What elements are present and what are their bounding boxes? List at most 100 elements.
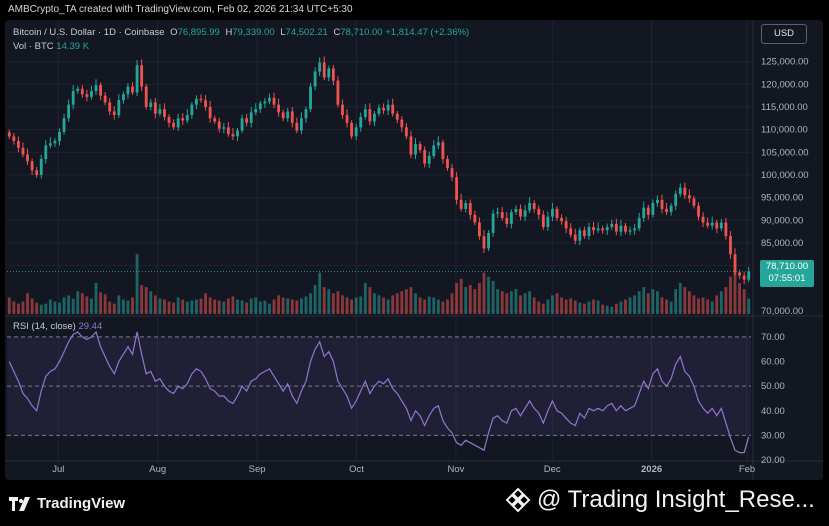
volume-bar — [163, 299, 166, 314]
volume-bar — [391, 295, 395, 314]
candle-body — [473, 214, 477, 223]
volume-bar — [660, 297, 664, 314]
candle-body — [601, 228, 605, 231]
candle-body — [140, 65, 144, 87]
candle-body — [605, 227, 609, 231]
volume-bar — [213, 299, 217, 314]
candle-body — [268, 97, 271, 102]
candle-body — [318, 62, 322, 72]
candle-body — [738, 272, 742, 276]
symbol-name: Bitcoin / U.S. Dollar · 1D · Coinbase — [13, 27, 165, 38]
volume-bar — [624, 299, 627, 314]
candle-body — [76, 88, 80, 92]
volume-bar — [601, 304, 605, 314]
candle-body — [706, 222, 710, 226]
volume-bar — [541, 303, 545, 314]
volume-bar — [651, 289, 655, 314]
volume-bar — [108, 301, 112, 314]
volume-bar — [614, 303, 618, 314]
volume-bar — [478, 282, 481, 314]
candle-body — [103, 95, 107, 103]
candle-body — [669, 205, 673, 213]
time-tick-label: Nov — [448, 464, 465, 475]
close-value: 78,710.00 — [340, 27, 383, 38]
candle-body — [546, 216, 550, 228]
time-tick-label: Aug — [149, 464, 166, 475]
candle-body — [112, 111, 116, 116]
tradingview-logo[interactable]: TradingView — [9, 495, 125, 512]
candle-body — [99, 85, 102, 96]
volume-bar — [158, 298, 162, 314]
currency-button[interactable]: USD — [761, 24, 807, 44]
volume-bar — [386, 299, 390, 314]
candle-body — [596, 228, 600, 231]
volume-bar — [642, 287, 646, 314]
volume-bar — [665, 299, 668, 314]
volume-bar — [719, 291, 723, 314]
candle-body — [222, 127, 226, 129]
volume-bar — [222, 301, 226, 314]
volume-bar — [738, 282, 742, 314]
candle-body — [167, 116, 171, 123]
rsi-line — [8, 330, 750, 454]
candle-body — [528, 203, 532, 211]
volume-bar — [473, 289, 477, 314]
candle-body — [90, 91, 93, 97]
candle-body — [729, 236, 732, 255]
volume-bar — [373, 293, 376, 314]
volume-bar — [336, 291, 340, 314]
volume-bar — [268, 303, 271, 314]
candle-body — [163, 109, 166, 117]
high-value: 79,339.00 — [232, 27, 275, 38]
volume-bar — [742, 289, 746, 314]
price-tick-label: 105,000.00 — [761, 147, 809, 158]
candle-body — [26, 154, 29, 162]
candle-body — [651, 203, 655, 215]
bar-countdown: 07:55:01 — [768, 273, 806, 284]
price-tick-label: 90,000.00 — [761, 215, 803, 226]
volume-bar — [350, 299, 354, 314]
candle-body — [208, 106, 212, 119]
volume-bar — [610, 306, 614, 314]
volume-bar — [656, 291, 659, 314]
volume-bar — [687, 291, 691, 314]
candle-body — [213, 118, 217, 122]
volume-bar — [710, 301, 714, 314]
volume-bar — [646, 293, 650, 314]
candle-body — [569, 228, 573, 235]
candle-body — [491, 213, 495, 233]
volume-bar — [217, 300, 221, 314]
candle-body — [482, 236, 486, 249]
volume-bar — [592, 299, 595, 314]
candle-body — [258, 103, 262, 110]
volume-bar — [637, 291, 641, 314]
candle-body — [21, 147, 25, 155]
rsi-tick-label: 20.00 — [761, 455, 785, 466]
volume-bar — [7, 297, 11, 314]
time-tick-label: Sep — [249, 464, 266, 475]
price-chart[interactable]: 125,000.00 120,000.00 115,000.00 110,000.00… — [5, 20, 823, 480]
candle-body — [304, 109, 308, 119]
time-tick-label: Oct — [349, 464, 364, 475]
volume-bar — [30, 298, 34, 314]
candle-body — [560, 218, 563, 222]
volume-bar — [135, 254, 139, 314]
price-tick-label: 110,000.00 — [761, 125, 808, 136]
tradingview-brand: TradingView — [37, 495, 126, 512]
candle-body — [409, 136, 413, 155]
candle-body — [217, 121, 221, 129]
candle-body — [432, 145, 436, 156]
volume-bar — [176, 297, 180, 314]
candle-body — [345, 115, 349, 123]
candle-body — [633, 228, 637, 231]
time-tick-label: Jul — [52, 464, 64, 475]
candle-body — [295, 122, 299, 131]
candle-body — [455, 177, 459, 200]
candle-body — [313, 71, 317, 87]
chart-panel[interactable]: 125,000.00 120,000.00 115,000.00 110,000.00… — [5, 20, 823, 480]
volume-bar — [281, 297, 285, 314]
volume-bar — [404, 289, 408, 314]
volume-bar — [263, 300, 267, 314]
volume-bar — [619, 301, 623, 314]
volume-bar — [199, 298, 203, 314]
